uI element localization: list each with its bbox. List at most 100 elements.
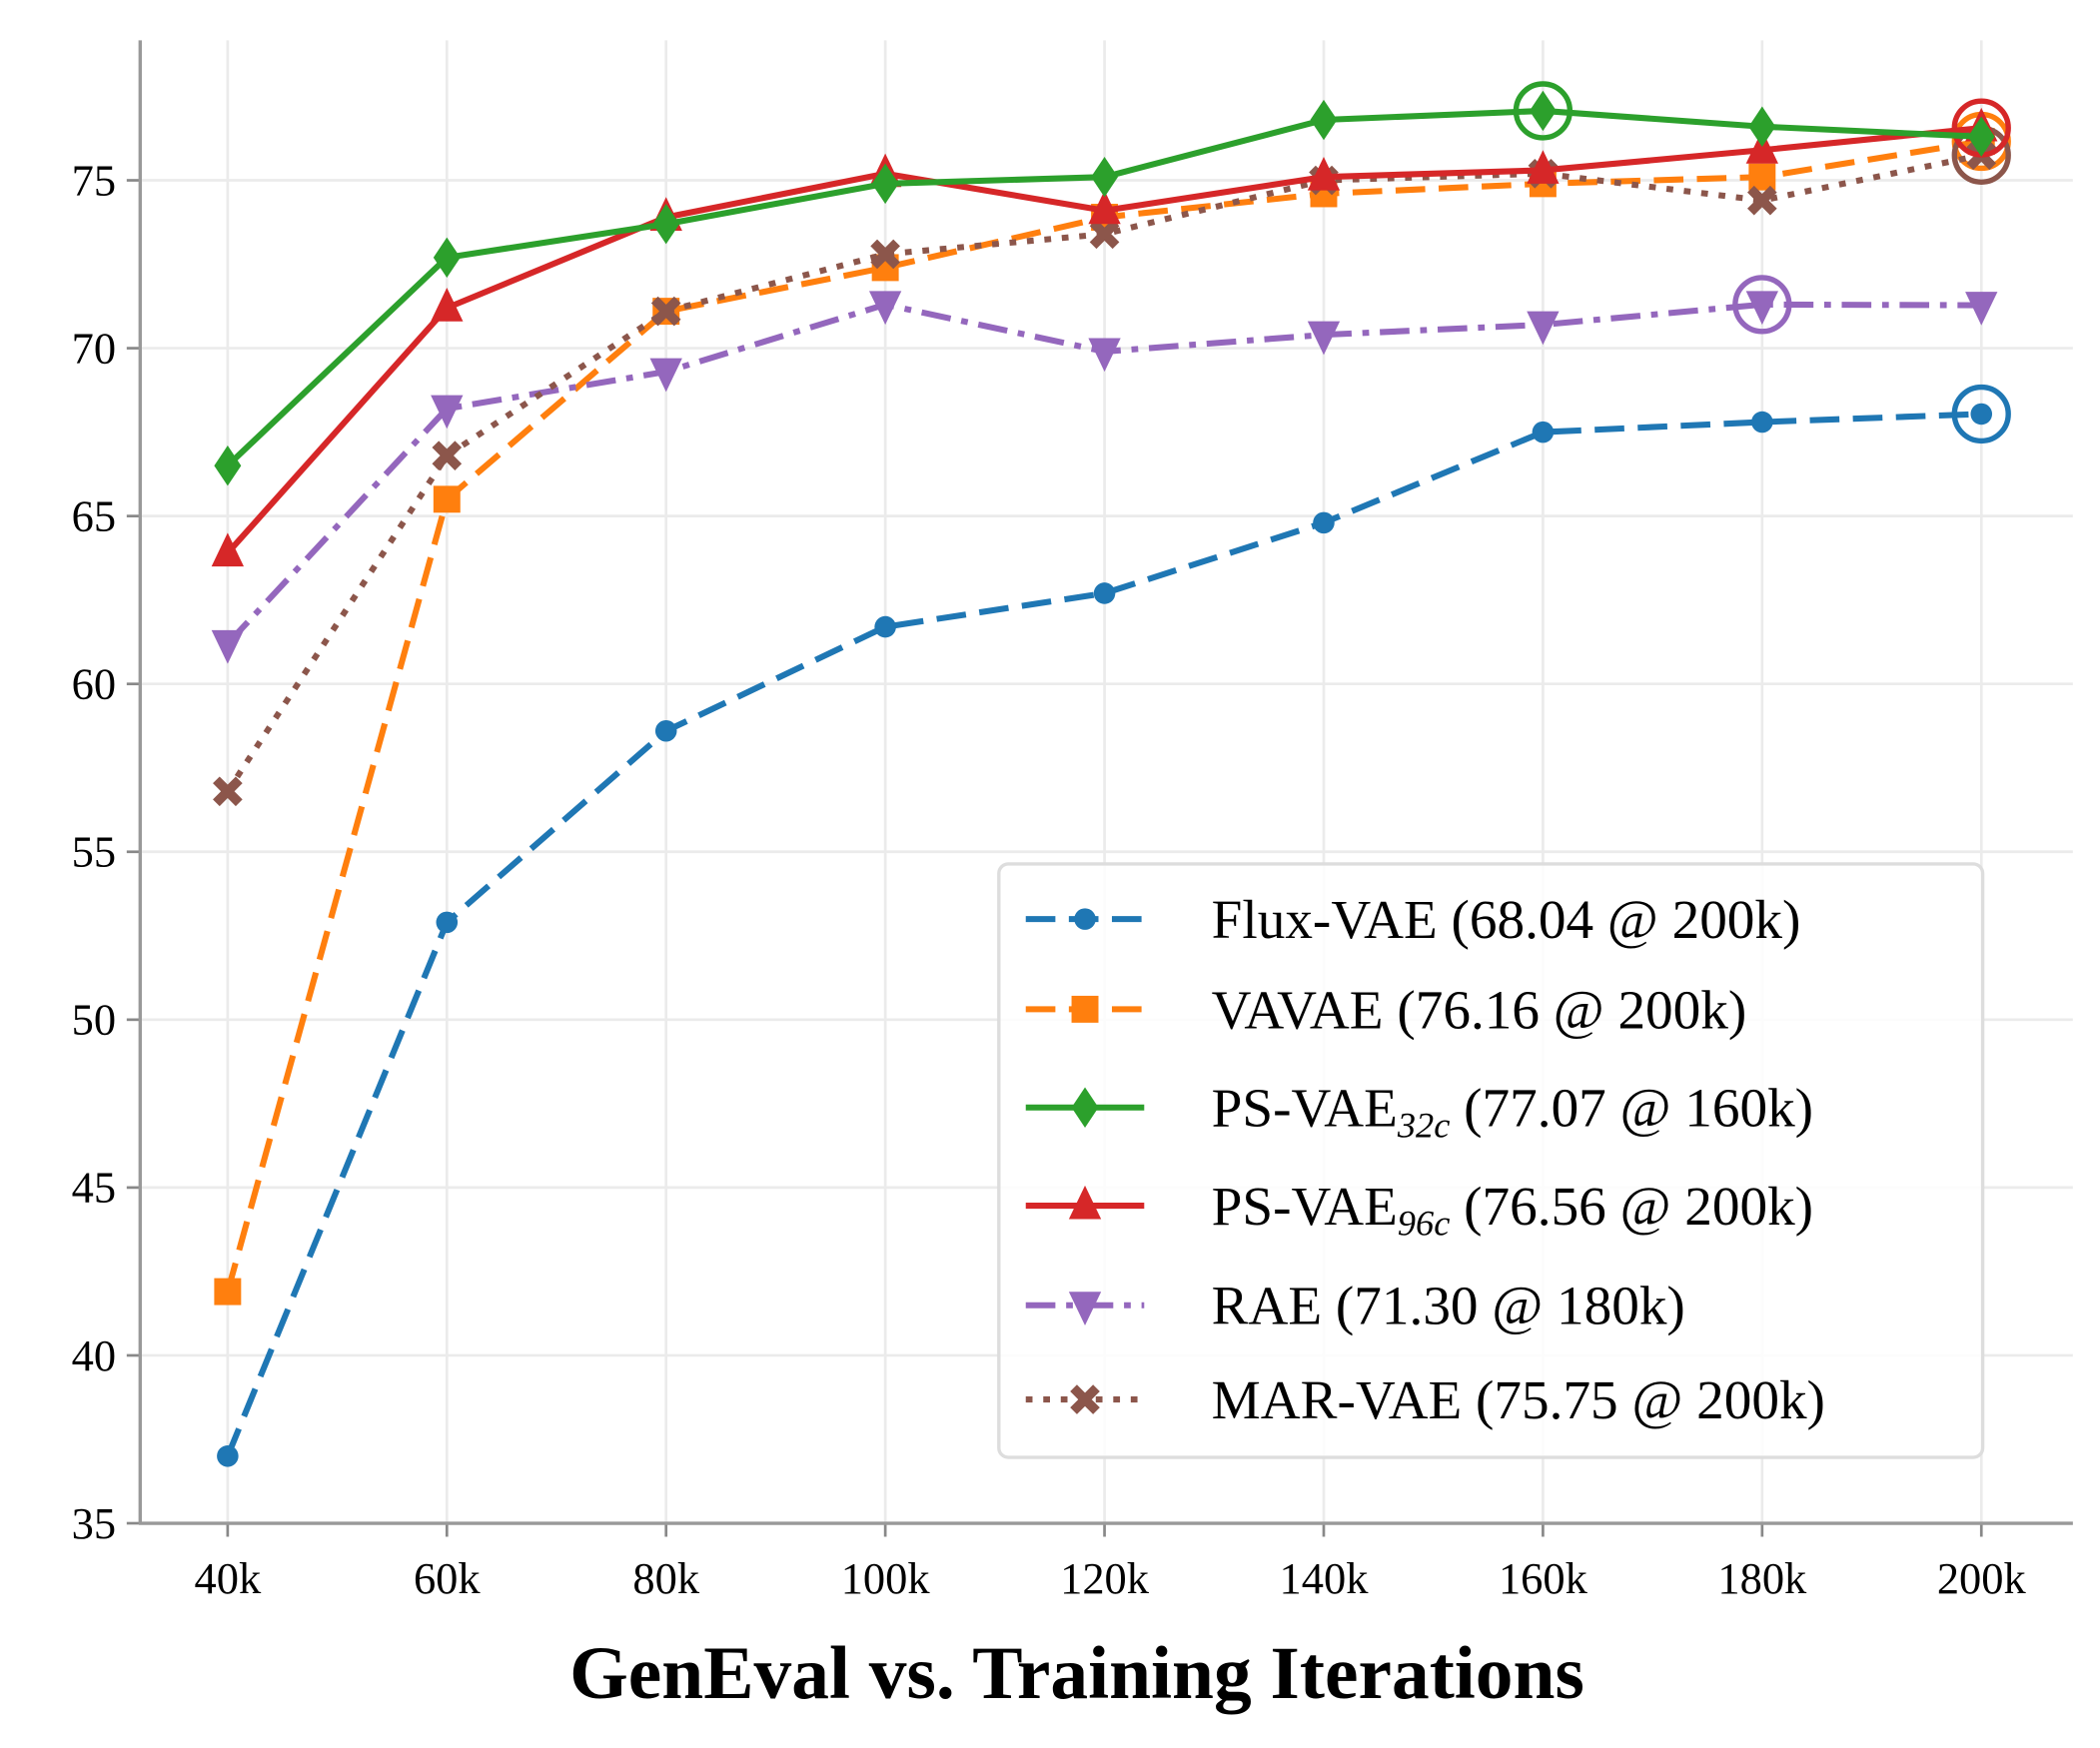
square-marker xyxy=(1748,163,1776,191)
legend-box xyxy=(997,862,1985,1459)
legend-label-value: (68.04 @ 200k) xyxy=(1438,889,1801,950)
circle-marker xyxy=(217,1445,239,1467)
diamond-marker xyxy=(214,445,242,486)
circle-marker xyxy=(1751,411,1773,434)
x-tick-label: 60k xyxy=(414,1553,481,1603)
triangle-down-marker xyxy=(1088,338,1121,373)
triangle-down-marker xyxy=(649,358,682,393)
x-marker xyxy=(213,776,243,807)
series-line xyxy=(225,152,1982,793)
square-marker xyxy=(1071,995,1099,1023)
y-tick-label: 60 xyxy=(72,659,116,709)
legend-item: RAE (71.30 @ 180k) xyxy=(1025,1276,1685,1336)
diamond-marker xyxy=(1310,99,1338,141)
diamond-marker xyxy=(1071,1087,1099,1128)
legend-label-subscript: 96c xyxy=(1398,1204,1451,1244)
legend-label: MAR-VAE (75.75 @ 200k) xyxy=(1212,1369,1825,1430)
legend-label: PS-VAE32c (77.07 @ 160k) xyxy=(1212,1078,1813,1146)
x-marker xyxy=(870,239,900,270)
triangle-up-marker xyxy=(431,288,464,322)
y-tick-label: 75 xyxy=(72,155,116,205)
legend: Flux-VAE (68.04 @ 200k) VAVAE (76.16 @ 20… xyxy=(997,862,1985,1459)
series-flux-vae xyxy=(217,384,2011,1467)
legend-label-base: MAR-VAE xyxy=(1212,1369,1463,1430)
best-point-highlight xyxy=(1732,275,1792,335)
legend-item: MAR-VAE (75.75 @ 200k) xyxy=(1025,1369,1825,1430)
series-ps-vae32c xyxy=(214,81,1995,486)
legend-label-subscript: 32c xyxy=(1397,1105,1451,1145)
diamond-marker xyxy=(1091,156,1119,198)
circle-marker xyxy=(1074,908,1096,930)
x-tick-label: 160k xyxy=(1499,1553,1588,1603)
triangle-up-marker xyxy=(211,532,245,567)
triangle-down-marker xyxy=(1745,291,1778,326)
triangle-down-marker xyxy=(1965,292,1998,326)
y-tick-label: 35 xyxy=(72,1498,116,1548)
legend-label: RAE (71.30 @ 180k) xyxy=(1212,1276,1685,1336)
square-marker xyxy=(433,485,461,513)
legend-label-base: VAVAE xyxy=(1212,979,1384,1040)
y-tick-label: 40 xyxy=(72,1330,116,1380)
x-tick-label: 120k xyxy=(1060,1553,1150,1603)
x-tick-label: 80k xyxy=(632,1553,699,1603)
x-tick-label: 140k xyxy=(1280,1553,1370,1603)
legend-label: PS-VAE96c (76.56 @ 200k) xyxy=(1212,1176,1813,1244)
legend-item: PS-VAE96c (76.56 @ 200k) xyxy=(1025,1176,1813,1244)
triangle-down-marker xyxy=(1307,321,1341,356)
x-marker xyxy=(650,296,681,327)
y-tick-label: 70 xyxy=(72,323,116,373)
legend-item: Flux-VAE (68.04 @ 200k) xyxy=(1025,889,1801,950)
x-marker xyxy=(1747,185,1777,216)
diamond-marker xyxy=(652,204,680,245)
legend-label-value: (76.56 @ 200k) xyxy=(1450,1176,1813,1237)
triangle-down-marker xyxy=(1527,311,1560,346)
legend-item: PS-VAE32c (77.07 @ 160k) xyxy=(1025,1078,1813,1146)
x-marker xyxy=(1089,219,1120,250)
diamond-marker xyxy=(1748,106,1776,147)
legend-label: Flux-VAE (68.04 @ 200k) xyxy=(1212,889,1801,950)
y-tick-label: 45 xyxy=(72,1163,116,1213)
diamond-marker xyxy=(871,163,899,205)
x-marker xyxy=(432,440,463,470)
circle-marker xyxy=(1313,511,1335,534)
legend-label-base: PS-VAE xyxy=(1212,1078,1398,1139)
legend-label-value: (71.30 @ 180k) xyxy=(1322,1276,1685,1336)
legend-item: VAVAE (76.16 @ 200k) xyxy=(1025,979,1747,1040)
circle-marker xyxy=(1093,582,1116,604)
series-layer xyxy=(211,81,2011,1467)
circle-marker xyxy=(1970,403,1993,426)
circle-marker xyxy=(654,719,677,742)
axes: 40k 60k 80k 100k 120k 140k 160k 180k 200k 35 40 45 5… xyxy=(72,40,2073,1603)
y-tick-label: 55 xyxy=(72,827,116,877)
triangle-down-marker xyxy=(211,629,245,664)
legend-label-value: (75.75 @ 200k) xyxy=(1462,1369,1825,1430)
circle-marker xyxy=(436,911,459,934)
legend-label-value: (77.07 @ 160k) xyxy=(1450,1078,1813,1139)
x-tick-label: 100k xyxy=(841,1553,931,1603)
diamond-marker xyxy=(1529,90,1557,132)
legend-label-value: (76.16 @ 200k) xyxy=(1384,979,1747,1040)
series-line xyxy=(225,411,1982,1457)
best-point-highlight xyxy=(1951,384,2011,444)
triangle-down-marker xyxy=(431,395,464,430)
series-rae xyxy=(211,275,1998,664)
y-tick-label: 50 xyxy=(72,995,116,1045)
legend-label: VAVAE (76.16 @ 200k) xyxy=(1212,979,1747,1040)
legend-label-base: PS-VAE xyxy=(1212,1176,1398,1237)
circle-marker xyxy=(874,615,896,638)
x-tick-label: 180k xyxy=(1717,1553,1807,1603)
diamond-marker xyxy=(1967,116,1995,158)
square-marker xyxy=(214,1278,242,1306)
triangle-down-marker xyxy=(868,291,902,326)
legend-label-base: Flux-VAE xyxy=(1212,889,1438,950)
diamond-marker xyxy=(433,237,461,279)
best-point-highlight xyxy=(1513,81,1574,141)
y-tick-label: 65 xyxy=(72,490,116,540)
triangle-up-marker xyxy=(1088,190,1121,225)
triangle-up-marker xyxy=(1068,1185,1102,1220)
x-marker xyxy=(1070,1384,1100,1414)
chart-title: GenEval vs. Training Iterations xyxy=(569,1632,1584,1715)
triangle-up-marker xyxy=(1527,150,1560,184)
legend-label-base: RAE xyxy=(1212,1276,1322,1336)
